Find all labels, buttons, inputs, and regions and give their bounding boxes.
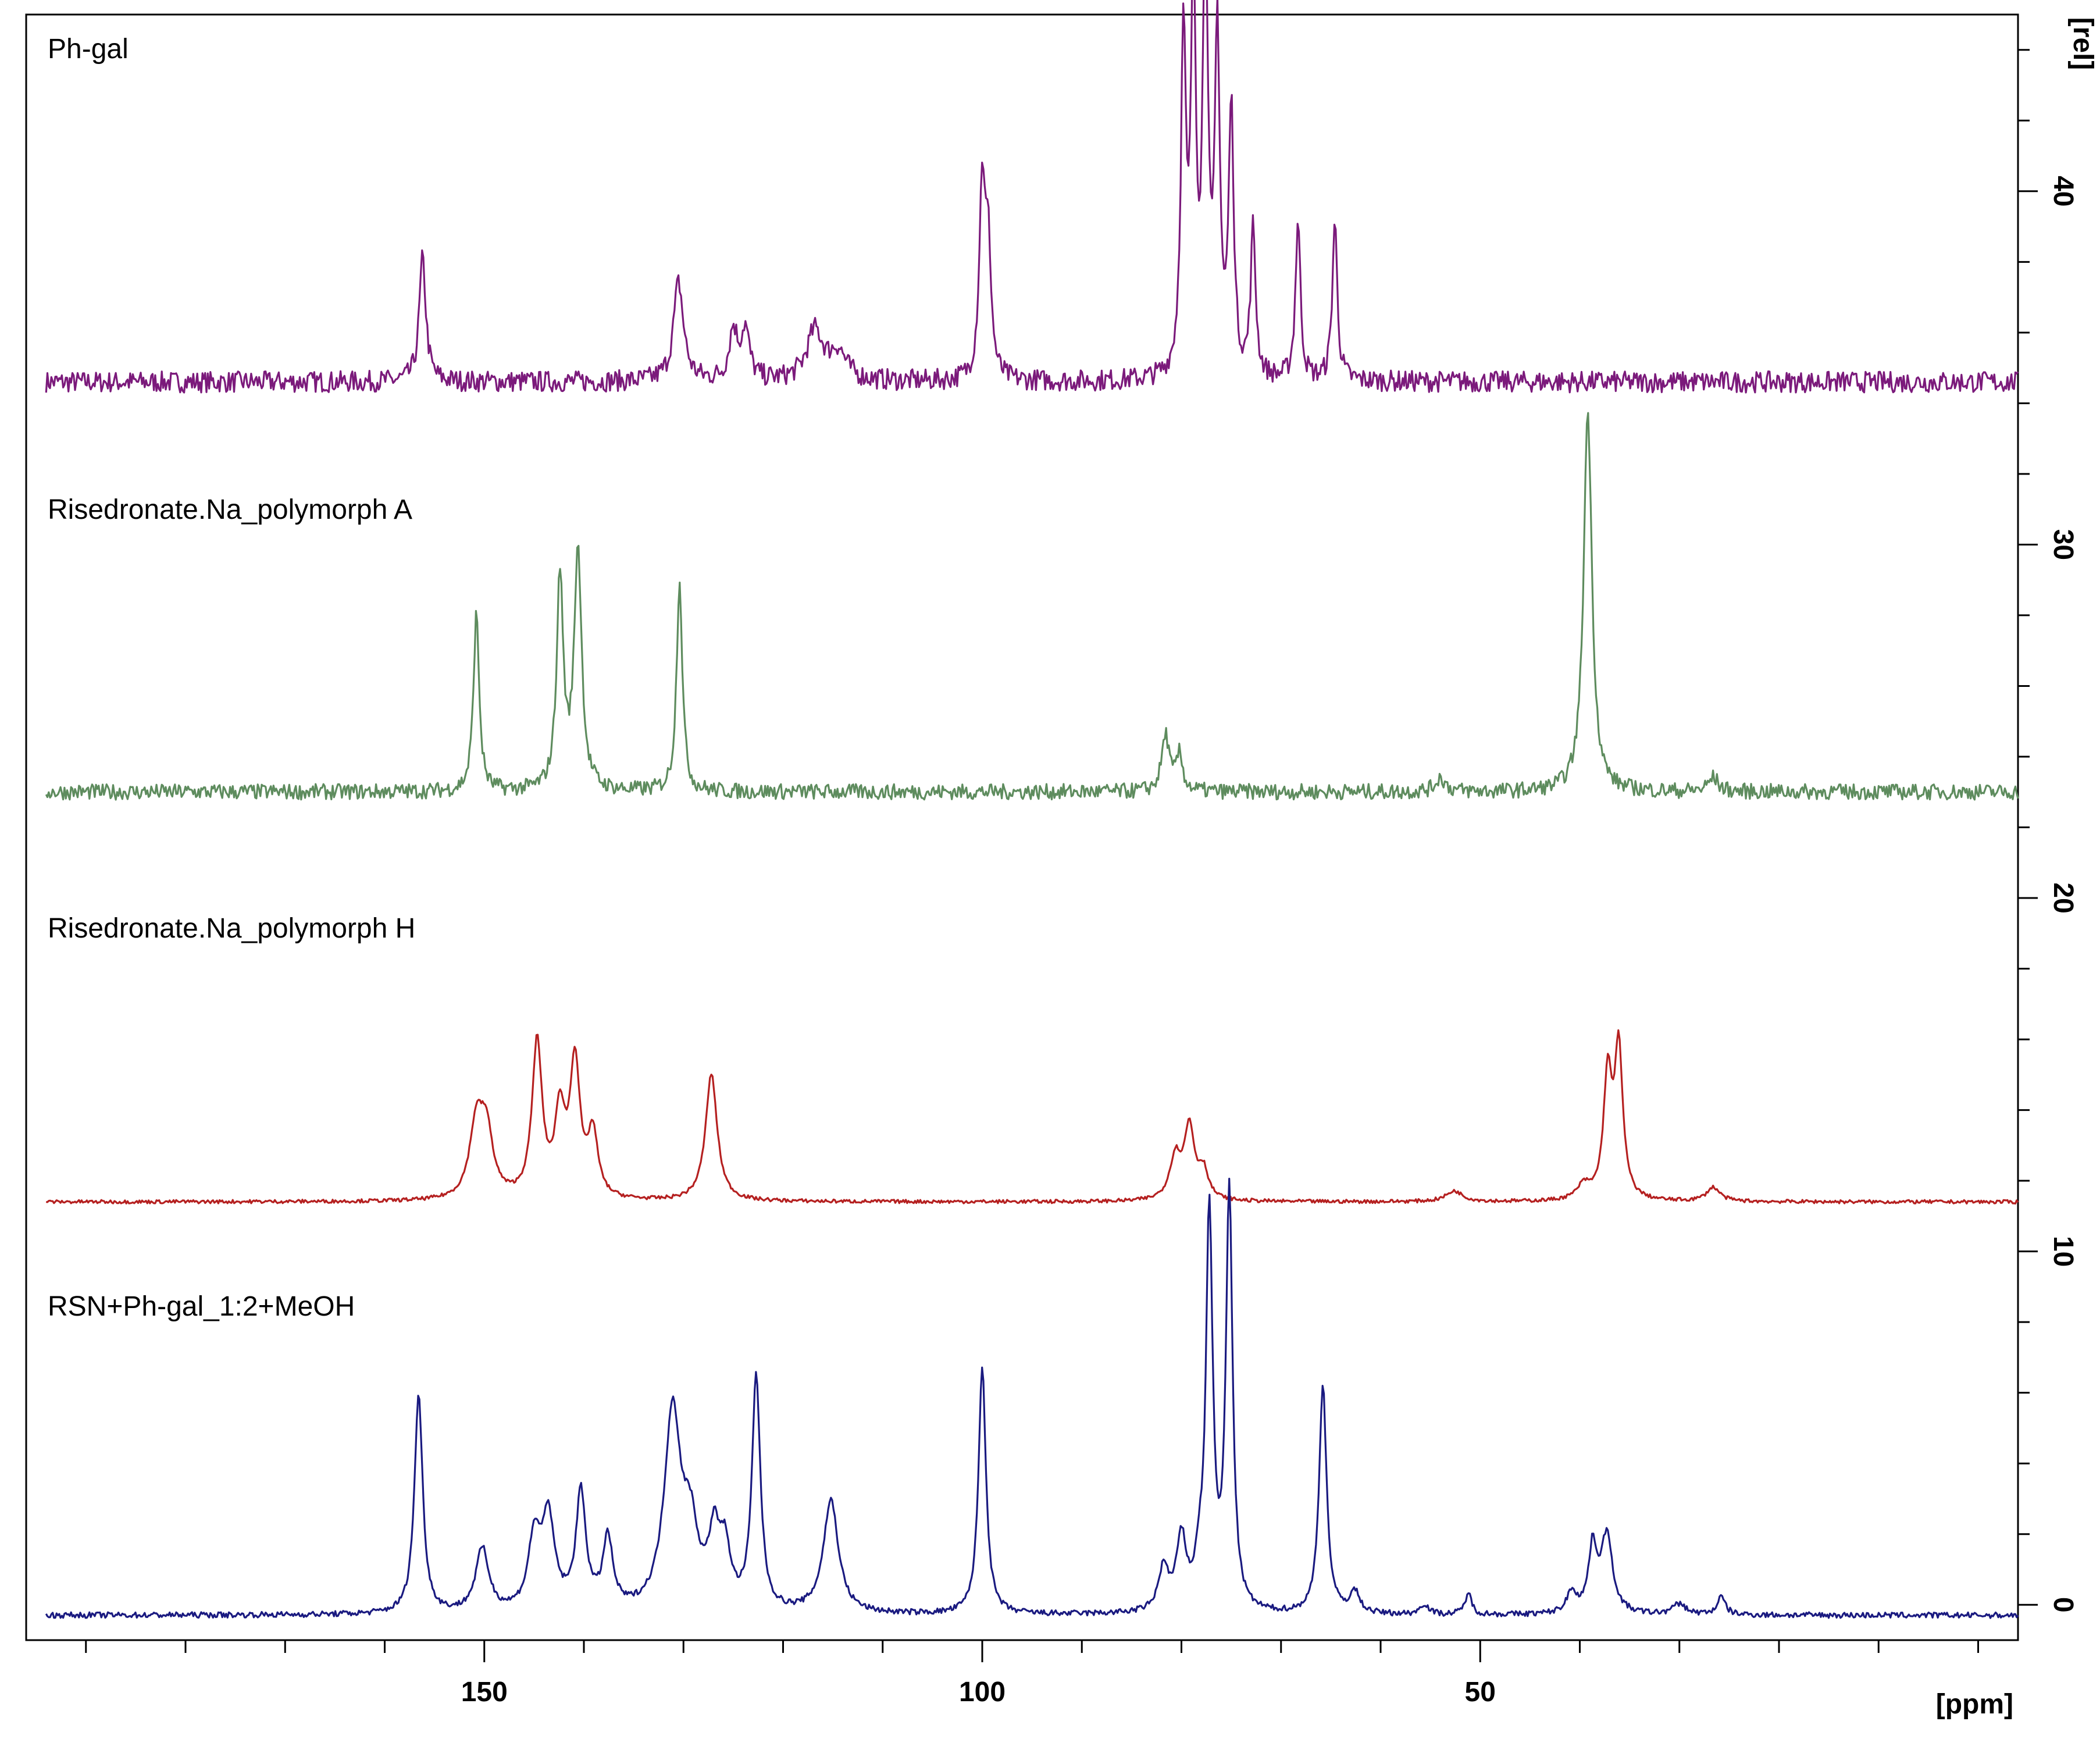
y-tick-label: 40 [2048,176,2078,206]
y-tick-label: 20 [2048,882,2078,913]
spectrum-traces [45,0,2019,1619]
y-axis-ticks: 0 10 20 30 40 [2018,49,2078,1613]
spectrum-line-2 [45,412,2019,801]
spectrum-line-1 [45,0,2019,394]
trace-label-2: Risedronate.Na_polymorph A [48,494,412,525]
spectrum-line-4 [45,1177,2019,1619]
y-tick-label: 10 [2048,1236,2078,1267]
x-axis-unit-label: [ppm] [1936,1689,2013,1720]
trace-label-1: Ph-gal [48,34,129,65]
y-tick-label: 0 [2048,1597,2078,1613]
x-tick-label: 150 [461,1677,508,1708]
trace-label-3: Risedronate.Na_polymorph H [48,913,415,944]
x-axis-ticks: 150 100 50 [85,1640,1979,1708]
x-tick-label: 50 [1465,1677,1496,1708]
y-tick-label: 30 [2048,529,2078,560]
plot-frame [25,13,2019,1641]
spectrum-line-3 [46,1029,2019,1205]
trace-labels: Ph-gal Risedronate.Na_polymorph A Risedron… [48,34,415,1322]
x-tick-label: 100 [959,1677,1006,1708]
y-axis-unit-label: [rel] [2067,17,2098,70]
trace-label-4: RSN+Ph-gal_1:2+MeOH [48,1291,355,1322]
